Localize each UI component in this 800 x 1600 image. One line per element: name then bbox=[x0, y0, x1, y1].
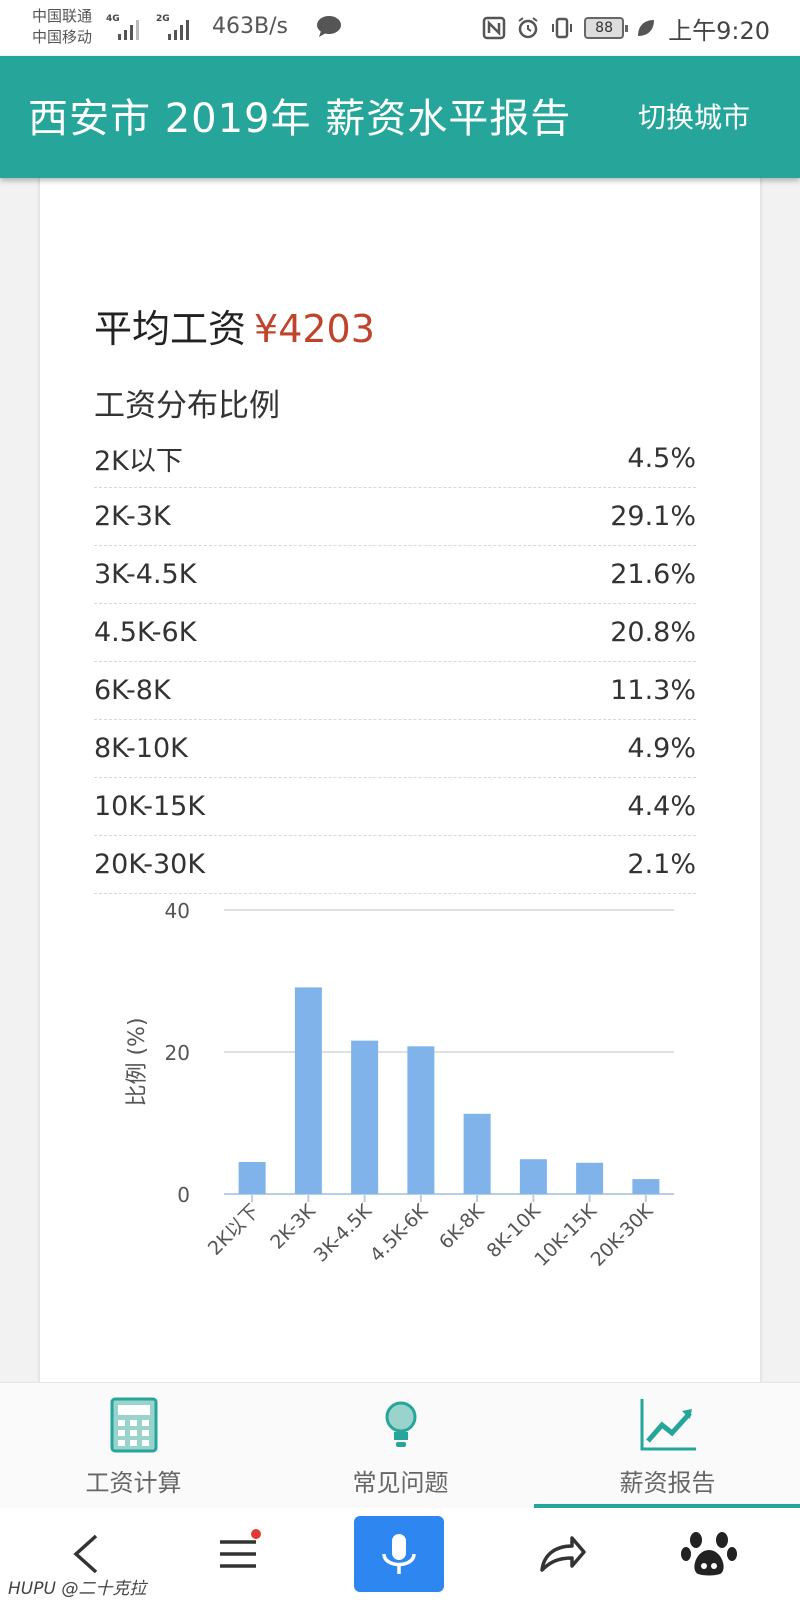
app-bar: 西安市 2019年 薪资水平报告 切换城市 bbox=[0, 56, 800, 178]
tab-salary-report[interactable]: 薪资报告 bbox=[534, 1383, 800, 1509]
microphone-icon bbox=[382, 1534, 416, 1574]
range-label: 4.5K-6K bbox=[94, 617, 197, 648]
bar bbox=[407, 1046, 435, 1194]
bar bbox=[238, 1162, 266, 1194]
x-tick-label: 4.5K-6K bbox=[366, 1200, 433, 1267]
calculator-icon bbox=[110, 1397, 157, 1453]
x-tick-label: 2K以下 bbox=[204, 1200, 264, 1260]
x-tick-label: 3K-4.5K bbox=[310, 1200, 377, 1267]
page-title: 西安市 2019年 薪资水平报告 bbox=[28, 96, 572, 142]
distribution-row: 20K-30K 2.1% bbox=[94, 836, 696, 894]
range-percent: 11.3% bbox=[610, 675, 696, 706]
range-label: 20K-30K bbox=[94, 849, 206, 880]
range-percent: 4.9% bbox=[627, 733, 696, 764]
bar bbox=[294, 987, 322, 1194]
status-right: 88 上午9:20 bbox=[482, 12, 770, 45]
tab-faq[interactable]: 常见问题 bbox=[267, 1383, 534, 1509]
range-percent: 4.5% bbox=[627, 443, 696, 474]
range-percent: 21.6% bbox=[610, 559, 696, 590]
tab-label: 常见问题 bbox=[352, 1469, 449, 1497]
x-tick-label: 6K-8K bbox=[435, 1200, 489, 1254]
tab-label: 薪资报告 bbox=[619, 1469, 716, 1497]
tab-salary-calculator[interactable]: 工资计算 bbox=[0, 1383, 267, 1509]
carrier-2: 中国移动 bbox=[32, 28, 93, 46]
vibrate-icon bbox=[552, 17, 573, 39]
average-salary-value: ¥4203 bbox=[254, 307, 375, 351]
distribution-row: 4.5K-6K 20.8% bbox=[94, 604, 696, 662]
share-icon[interactable] bbox=[526, 1518, 596, 1590]
y-tick-label: 40 bbox=[165, 899, 190, 923]
nfc-icon bbox=[482, 16, 506, 40]
distribution-row: 2K-3K 29.1% bbox=[94, 488, 696, 546]
bar bbox=[519, 1159, 547, 1194]
distribution-row: 8K-10K 4.9% bbox=[94, 720, 696, 778]
average-salary: 平均工资 ¥4203 bbox=[94, 298, 375, 353]
average-salary-label: 平均工资 bbox=[94, 307, 247, 351]
range-label: 3K-4.5K bbox=[94, 559, 197, 590]
distribution-row: 2K以下 4.5% bbox=[94, 430, 696, 488]
back-icon[interactable] bbox=[52, 1518, 122, 1590]
signal-icon-2: 2G bbox=[156, 14, 196, 40]
distribution-row: 3K-4.5K 21.6% bbox=[94, 546, 696, 604]
range-percent: 2.1% bbox=[627, 849, 696, 880]
distribution-title: 工资分布比例 bbox=[94, 388, 280, 424]
x-tick-label: 2K-3K bbox=[266, 1200, 320, 1254]
trend-chart-icon bbox=[640, 1399, 696, 1451]
status-bar: 中国联通 中国移动 4G 2G 463B/s 88 bbox=[0, 0, 800, 56]
bar bbox=[463, 1113, 491, 1194]
alarm-icon bbox=[518, 17, 538, 39]
range-percent: 20.8% bbox=[610, 617, 696, 648]
range-percent: 29.1% bbox=[610, 501, 696, 532]
bar bbox=[351, 1040, 379, 1194]
watermark: HUPU @二十克拉 bbox=[8, 1579, 147, 1599]
network-speed: 463B/s bbox=[212, 14, 288, 39]
browser-nav-bar: HUPU @二十克拉 bbox=[0, 1508, 800, 1600]
range-label: 2K以下 bbox=[94, 446, 183, 477]
switch-city-button[interactable]: 切换城市 bbox=[637, 101, 750, 134]
carrier-labels: 中国联通 中国移动 bbox=[32, 6, 92, 48]
distribution-row: 6K-8K 11.3% bbox=[94, 662, 696, 720]
range-label: 6K-8K bbox=[94, 675, 171, 706]
carrier-1: 中国联通 bbox=[32, 7, 93, 25]
signal-icon-1: 4G bbox=[106, 14, 146, 40]
distribution-row: 10K-15K 4.4% bbox=[94, 778, 696, 836]
chat-bubble-icon bbox=[317, 16, 341, 37]
clock: 上午9:20 bbox=[668, 16, 770, 45]
leaf-icon bbox=[638, 20, 655, 36]
x-tick-label: 20K-30K bbox=[587, 1200, 658, 1271]
range-label: 2K-3K bbox=[94, 501, 171, 532]
voice-search-button[interactable] bbox=[354, 1516, 444, 1592]
menu-icon[interactable] bbox=[204, 1518, 274, 1590]
range-label: 8K-10K bbox=[94, 733, 188, 764]
range-label: 10K-15K bbox=[94, 791, 206, 822]
range-percent: 4.4% bbox=[627, 791, 696, 822]
y-tick-label: 20 bbox=[165, 1041, 190, 1065]
battery-icon: 88 bbox=[584, 17, 629, 39]
active-tab-indicator bbox=[534, 1504, 800, 1508]
y-tick-label: 0 bbox=[177, 1183, 190, 1207]
baidu-paw-icon[interactable] bbox=[674, 1518, 744, 1590]
y-axis-label: 比例 (%) bbox=[125, 1017, 150, 1106]
bottom-tab-bar: 工资计算 常见问题 薪资报告 bbox=[0, 1382, 800, 1508]
bar bbox=[576, 1162, 604, 1194]
tab-label: 工资计算 bbox=[85, 1469, 182, 1497]
bar bbox=[632, 1179, 660, 1194]
distribution-table: 2K以下 4.5% 2K-3K 29.1% 3K-4.5K 21.6% 4.5K-6K 20.… bbox=[94, 430, 696, 894]
lightbulb-icon bbox=[385, 1401, 416, 1447]
report-card: 平均工资 ¥4203 工资分布比例 2K以下 4.5% 2K-3K 29.1% 3K-4.… bbox=[40, 170, 760, 1390]
